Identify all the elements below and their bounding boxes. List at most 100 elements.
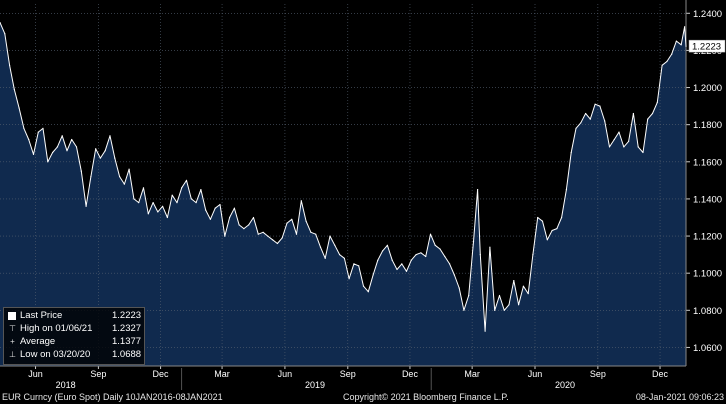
filled-square-icon [8,312,16,320]
data-point [479,254,481,256]
data-point [618,131,620,133]
low-marker-icon: ⊥ [9,350,16,359]
data-point [651,112,654,115]
data-point [594,103,596,105]
data-point [267,235,269,237]
data-point [425,255,427,258]
footer-copyright: Copyright© 2021 Bloomberg Finance L.P. [343,392,509,402]
data-point [513,280,515,282]
data-point [372,274,374,276]
data-point [608,146,611,148]
data-point [463,309,465,311]
x-tick-label: Dec [402,369,419,379]
footer-timestamp: 08-Jan-2021 09:06:23 [635,392,724,402]
data-point [532,254,534,256]
data-point [647,118,649,120]
series-line [0,22,687,332]
data-point [642,151,644,154]
data-point [61,135,63,137]
x-tick-label: Sep [340,369,356,379]
data-point [472,241,475,243]
data-point [257,233,259,235]
data-point [420,252,422,254]
y-tick-label: 1.1200 [693,232,722,243]
data-point [42,127,44,129]
data-point [300,200,302,202]
x-tick-label: Jun [528,369,543,379]
data-point [565,189,568,191]
data-point [71,138,73,141]
data-point [123,183,125,185]
high-marker-icon: ⊤ [9,324,16,333]
data-point [133,198,135,200]
data-point [80,170,82,172]
data-point [386,244,388,246]
y-tick-label: 1.1400 [693,194,722,205]
data-point [580,122,582,124]
x-tick-label: Jun [28,369,43,379]
data-point [551,229,553,232]
data-point [656,101,658,103]
data-point [434,244,436,246]
data-point [295,233,298,235]
legend-low: ⊥ Low on 03/20/20 1.0688 [4,349,144,361]
data-point [362,285,365,287]
data-point [561,216,563,219]
data-point [401,263,403,265]
data-point [248,224,250,226]
legend-high-label: High on 01/06/21 [20,323,93,334]
data-point [348,278,350,280]
data-point [286,222,288,224]
data-point [176,202,178,204]
data-point [477,189,479,191]
data-point [494,309,496,311]
legend-last-price-value: 1.2223 [112,310,142,321]
legend-high-value: 1.2327 [112,323,142,334]
data-point [310,231,312,233]
data-point [546,239,548,241]
x-year-label: 2018 [56,380,76,390]
legend-average-value: 1.1377 [112,336,142,347]
data-point [410,259,412,261]
data-point [508,304,510,306]
data-point [252,216,255,219]
data-point [28,138,30,141]
data-point [458,287,460,289]
data-point [138,202,140,204]
data-point [671,53,673,55]
legend-high: ⊤ High on 01/06/21 1.2327 [4,323,144,335]
legend-average-label: Average [20,336,56,347]
data-point [262,231,264,233]
legend-last-price-label: Last Price [20,310,63,321]
legend-average: + Average 1.1377 [4,336,144,348]
data-point [37,131,39,133]
data-point [589,118,591,120]
data-point [575,127,577,129]
data-point [291,218,293,220]
data-point [305,220,307,222]
data-point [429,233,432,235]
data-point [518,304,520,306]
data-point [489,246,491,248]
data-point [181,187,183,189]
y-tick-label: 1.2000 [693,83,722,94]
x-year-label: 2020 [555,380,575,390]
data-point [52,151,54,154]
chart-legend: Last Price 1.2223 ⊤ High on 01/06/21 1.2… [3,307,145,365]
data-point [319,246,322,248]
chart-footer: EUR Curncy (Euro Spot) Daily 10JAN2016-0… [0,391,726,404]
x-tick-label: Jun [278,369,293,379]
data-point [18,107,20,109]
data-point [95,148,97,150]
last-price-box [688,39,726,53]
data-point [32,153,35,155]
data-point [334,244,336,246]
x-tick-label: Sep [590,369,606,379]
data-point [109,135,111,137]
data-point [23,127,25,129]
x-tick-label: Dec [652,369,669,379]
data-point [415,254,417,256]
data-point [484,330,486,332]
data-point [339,254,341,256]
y-tick-label: 1.0800 [693,306,722,317]
